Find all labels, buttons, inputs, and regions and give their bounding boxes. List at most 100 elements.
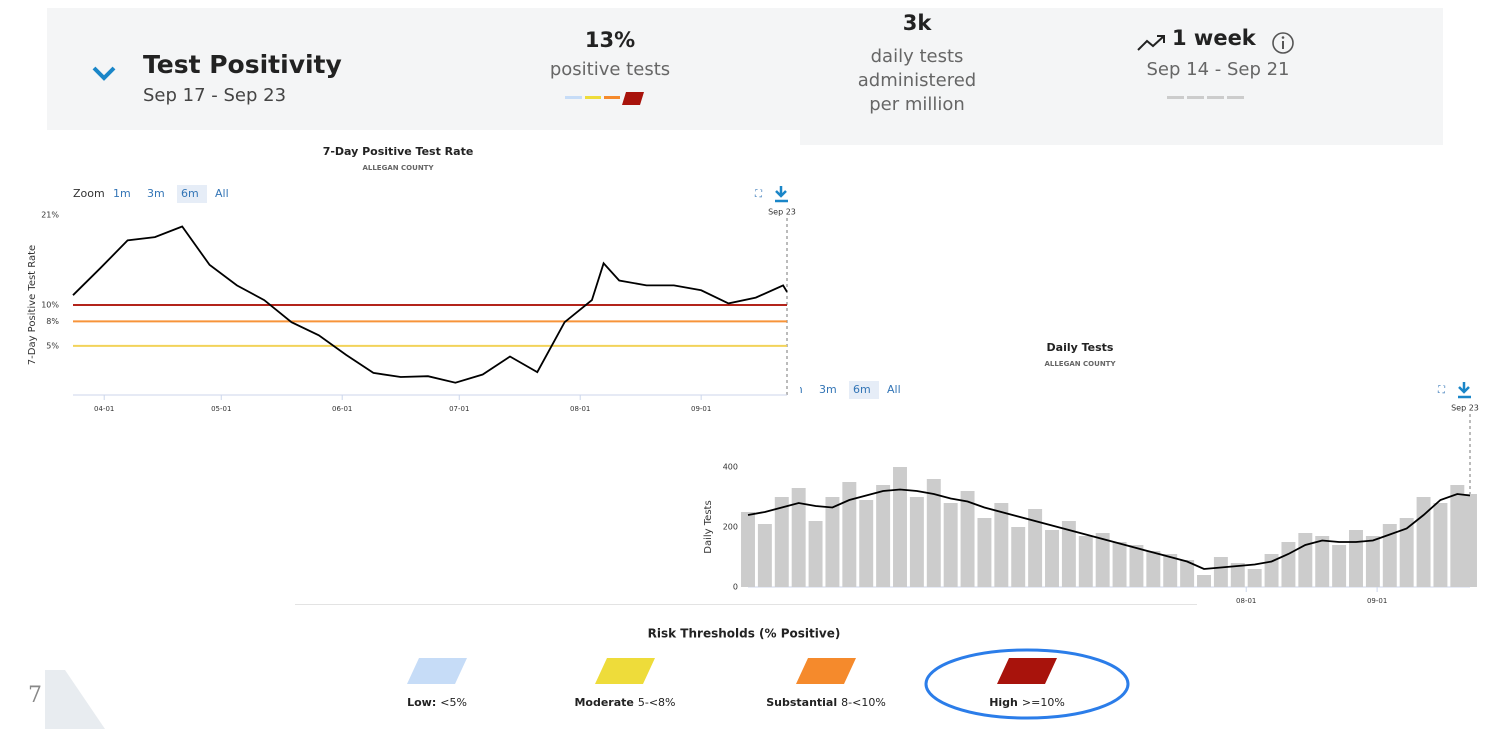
legend-label: Moderate 5-<8%	[574, 696, 675, 709]
bar	[1028, 509, 1043, 587]
legend-label: Substantial 8-<10%	[766, 696, 886, 709]
bar	[1281, 542, 1296, 587]
bar	[1298, 533, 1313, 587]
bar	[1011, 527, 1026, 587]
bar	[774, 497, 789, 587]
download-icon[interactable]	[775, 186, 788, 203]
zoom-label: Zoom	[73, 187, 105, 200]
legend-swatch	[407, 658, 467, 684]
bar	[1045, 530, 1059, 587]
y-tick-label: 10%	[41, 301, 59, 310]
bar	[1450, 485, 1465, 587]
legend-label: Low: <5%	[407, 696, 467, 709]
data-line	[747, 488, 1471, 570]
trend-indicator	[1167, 96, 1244, 99]
bar	[757, 524, 772, 587]
tests-label: daily tests administered per million	[857, 46, 977, 115]
x-tick-label: 08-01	[1236, 597, 1256, 605]
legend-swatch	[796, 658, 856, 684]
x-tick-label: 04-01	[94, 405, 114, 413]
bar	[825, 497, 840, 587]
trend-icon	[1137, 35, 1165, 51]
data-line	[72, 225, 788, 384]
metric-title: Test Positivity	[143, 50, 342, 79]
x-tick-label: 09-01	[691, 405, 711, 413]
legend-range: <5%	[440, 696, 467, 709]
y-tick-label: 21%	[41, 211, 59, 220]
bar	[1112, 542, 1127, 587]
bar	[791, 488, 806, 587]
chevron[interactable]	[90, 62, 118, 86]
download-icon[interactable]	[1458, 382, 1471, 399]
x-tick-label: 08-01	[570, 405, 590, 413]
end-date-label: Sep 23	[768, 208, 796, 217]
y-tick-label: 200	[723, 523, 738, 532]
chart-subtitle: ALLEGAN COUNTY	[1044, 360, 1116, 368]
divider	[295, 604, 1197, 605]
chart-title: Daily Tests	[1047, 341, 1114, 354]
zoom-button[interactable]: 6m	[181, 187, 199, 200]
legend-range: 5-<8%	[638, 696, 676, 709]
bar	[1213, 557, 1228, 587]
y-tick-label: 0	[733, 583, 738, 592]
bar	[960, 491, 975, 587]
bar	[1146, 551, 1161, 587]
legend-name: Low:	[407, 696, 436, 709]
bar	[859, 500, 874, 587]
fullscreen-icon[interactable]: ⛶	[1437, 385, 1446, 396]
legend-range: 8-<10%	[841, 696, 886, 709]
risk-legend: Risk Thresholds (% Positive) Low: <5% Moder…	[0, 627, 1130, 729]
bar	[876, 485, 891, 587]
y-tick-label: 400	[723, 463, 738, 472]
bar	[1163, 554, 1178, 587]
slide-number: 7	[28, 683, 42, 708]
bar	[1349, 530, 1363, 587]
bar	[1315, 536, 1330, 587]
metric-header	[47, 8, 1443, 145]
bar	[741, 512, 755, 587]
trend-value: 1 week	[1172, 26, 1256, 50]
zoom-button[interactable]: 3m	[819, 383, 837, 396]
zoom-button[interactable]: All	[215, 187, 229, 200]
zoom-button[interactable]: 1m	[113, 187, 131, 200]
x-tick-label: 09-01	[1367, 597, 1387, 605]
zoom-highlight	[177, 185, 207, 203]
bar	[1433, 503, 1448, 587]
bar	[1078, 536, 1093, 587]
zoom-button[interactable]: 6m	[853, 383, 871, 396]
bar	[1247, 569, 1262, 587]
legend-name: Substantial	[766, 696, 837, 709]
y-tick-label: 8%	[46, 317, 59, 326]
bar	[926, 479, 941, 587]
bar	[1399, 518, 1414, 587]
positivity-chart: 7-Day Positive Test Rate ALLEGAN COUNTY Zo…	[7, 130, 800, 420]
metric-date: Sep 17 - Sep 23	[143, 85, 287, 106]
fullscreen-icon[interactable]: ⛶	[754, 189, 763, 200]
x-tick-label: 06-01	[332, 405, 352, 413]
bar	[943, 503, 958, 587]
info-icon[interactable]	[1270, 30, 1296, 56]
bar	[893, 467, 907, 587]
bar	[1095, 533, 1110, 587]
trend-range: Sep 14 - Sep 21	[1146, 59, 1290, 80]
bar	[1061, 521, 1076, 587]
bar	[1332, 545, 1347, 587]
x-tick-label: 07-01	[449, 405, 469, 413]
zoom-button[interactable]: 3m	[147, 187, 165, 200]
y-axis-label: Daily Tests	[703, 500, 714, 553]
legend-title: Risk Thresholds (% Positive)	[648, 627, 841, 641]
bar	[1365, 536, 1380, 587]
positivity-label: positive tests	[549, 59, 671, 80]
positivity-value: 13%	[584, 28, 636, 52]
bar	[1230, 563, 1245, 587]
legend-label: High >=10%	[989, 696, 1065, 709]
bar	[842, 482, 857, 587]
chart-subtitle: ALLEGAN COUNTY	[362, 164, 434, 172]
highlight-circle	[924, 648, 1130, 720]
bar	[977, 518, 992, 587]
zoom-button[interactable]: All	[887, 383, 901, 396]
y-axis-label: 7-Day Positive Test Rate	[27, 245, 38, 365]
zoom-highlight	[849, 381, 879, 399]
